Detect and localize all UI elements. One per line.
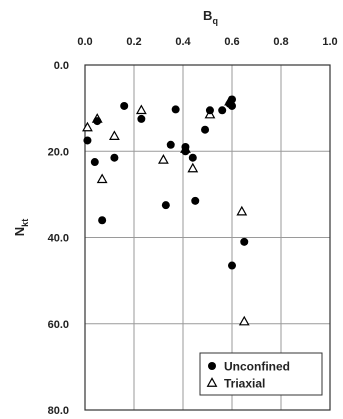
data-point-unconfined [90,158,99,167]
y-axis-title-sub: kt [20,219,30,227]
x-axis-title-main: B [203,8,212,23]
data-point-unconfined [188,153,197,162]
x-axis-title-sub: q [212,16,218,26]
data-point-triaxial [238,315,250,326]
y-axis-title: Nkt [12,219,30,236]
legend-marker-unconfined [208,362,216,370]
data-point-unconfined [201,125,210,134]
x-tick-labels: 0.0 0.2 0.4 0.6 0.8 1.0 [77,36,337,48]
data-point-unconfined [181,147,190,156]
data-points [82,95,250,326]
data-point-unconfined [171,105,180,114]
data-point-unconfined [166,140,175,149]
data-point-triaxial [135,104,147,115]
data-point-unconfined [83,136,92,145]
y-tick-label: 20.0 [48,146,69,158]
data-point-unconfined [93,117,102,126]
data-point-triaxial [109,130,120,140]
y-tick-label: 80.0 [48,405,69,414]
x-axis-title: Bq [203,8,218,26]
data-point-triaxial [82,121,93,132]
y-tick-label: 0.0 [54,60,69,72]
data-point-unconfined [228,101,236,110]
data-point-unconfined [161,201,170,210]
data-point-unconfined [110,153,119,162]
data-point-unconfined [191,196,200,205]
data-point-unconfined [137,114,146,123]
data-point-unconfined [120,101,129,110]
data-point-unconfined [98,216,107,225]
legend-label: Unconfined [224,360,290,374]
legend: Unconfined Triaxial [199,352,323,396]
data-point-unconfined [240,237,249,246]
x-tick-label: 0.2 [126,36,141,48]
data-point-unconfined [228,95,236,104]
x-tick-label: 1.0 [322,36,337,48]
legend-label: Triaxial [224,377,265,391]
plot-frame [84,64,331,411]
x-tick-label: 0.6 [224,36,239,48]
x-tick-label: 0.0 [77,36,92,48]
x-tick-label: 0.4 [175,36,191,48]
data-point-triaxial [236,205,248,216]
y-axis-title-main: N [12,227,27,236]
y-tick-labels: 0.0 20.0 40.0 60.0 80.0 [48,60,69,417]
y-tick-label: 60.0 [48,319,69,331]
data-point-unconfined [218,106,227,115]
data-point-unconfined [205,106,214,115]
x-tick-label: 0.8 [273,36,288,48]
grid-layer [85,65,330,410]
legend-marker-triaxial [206,377,218,387]
data-point-triaxial [187,162,199,173]
legend-items: Unconfined Triaxial [206,360,290,391]
data-point-unconfined [228,261,236,270]
legend-box [199,352,323,396]
data-point-triaxial [96,173,108,184]
y-tick-label: 40.0 [48,233,69,245]
data-point-triaxial [158,154,169,164]
